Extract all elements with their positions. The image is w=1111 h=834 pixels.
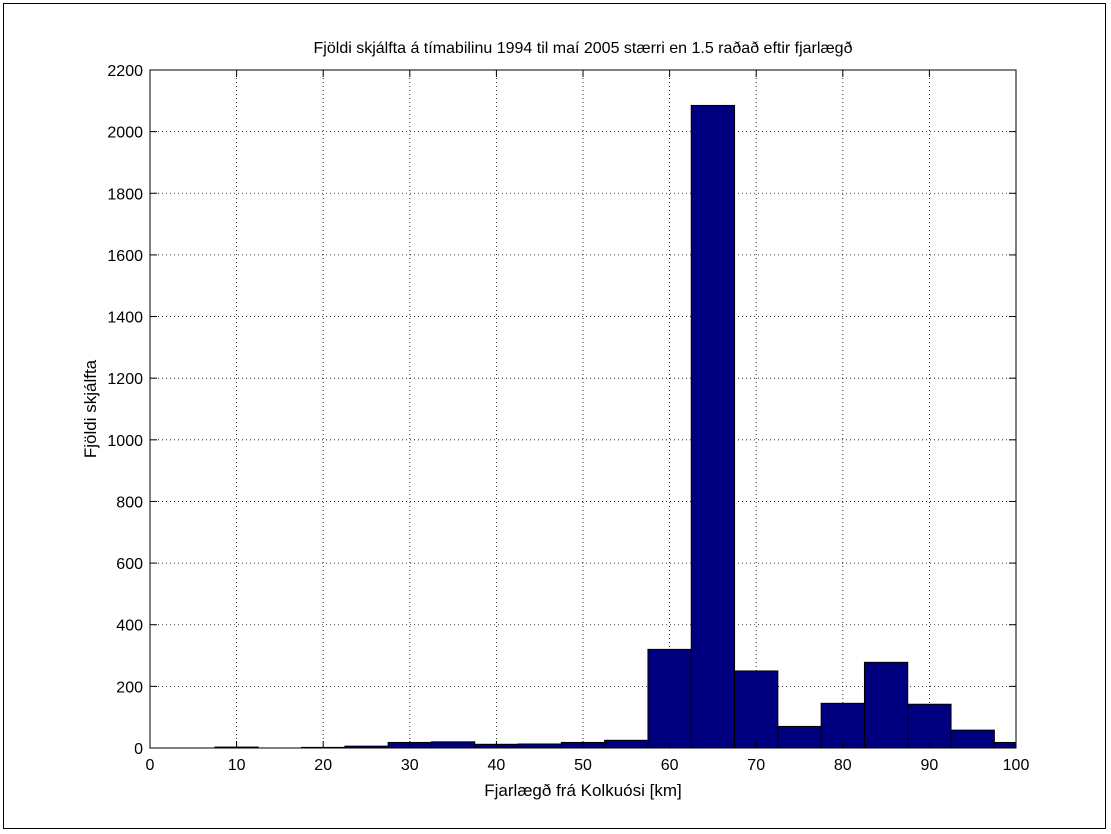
chart-title: Fjöldi skjálfta á tímabilinu 1994 til ma… <box>314 40 853 57</box>
y-tick-labels: 0 200 400 600 800 1000 1200 1400 1600 1800 2000 220… <box>107 63 143 758</box>
x-axis-label: Fjarlægð frá Kolkuósi [km] <box>484 781 681 800</box>
tick-marks <box>149 69 1017 749</box>
x-tick-label: 30 <box>401 757 419 774</box>
x-tick-label: 0 <box>146 757 155 774</box>
x-tick-label: 80 <box>834 757 852 774</box>
y-tick-label: 200 <box>116 679 143 696</box>
y-tick-label: 1600 <box>107 248 143 265</box>
y-tick-label: 600 <box>116 556 143 573</box>
x-tick-label: 100 <box>1003 757 1030 774</box>
x-tick-label: 40 <box>488 757 506 774</box>
y-tick-label: 1400 <box>107 310 143 327</box>
grid-lines <box>150 70 1016 748</box>
y-tick-label: 0 <box>134 741 143 758</box>
histogram-bar <box>777 725 822 749</box>
histogram-bar <box>604 739 649 749</box>
x-tick-labels: 0 10 20 30 40 50 60 70 80 90 100 <box>146 757 1030 774</box>
x-tick-label: 50 <box>574 757 592 774</box>
y-tick-label: 1200 <box>107 371 143 388</box>
y-tick-label: 1800 <box>107 186 143 203</box>
y-tick-label: 800 <box>116 494 143 511</box>
y-tick-label: 2000 <box>107 125 143 142</box>
histogram-bar <box>820 702 865 749</box>
histogram-bar <box>430 741 476 749</box>
x-tick-label: 90 <box>921 757 939 774</box>
x-tick-label: 20 <box>314 757 332 774</box>
histogram-bar <box>907 703 952 749</box>
x-tick-label: 60 <box>661 757 679 774</box>
histogram-bar <box>647 648 692 749</box>
x-tick-label: 70 <box>747 757 765 774</box>
x-tick-label: 10 <box>228 757 246 774</box>
y-tick-label: 400 <box>116 618 143 635</box>
histogram-bar <box>863 661 909 749</box>
histogram-bar <box>734 670 779 749</box>
y-axis-label: Fjöldi skjálfta <box>81 359 100 458</box>
y-tick-label: 1000 <box>107 433 143 450</box>
y-tick-label: 2200 <box>107 63 143 80</box>
histogram-bar <box>950 729 995 749</box>
histogram-bar <box>993 741 1017 749</box>
histogram-bar <box>517 743 562 749</box>
histogram-bar <box>690 104 736 749</box>
